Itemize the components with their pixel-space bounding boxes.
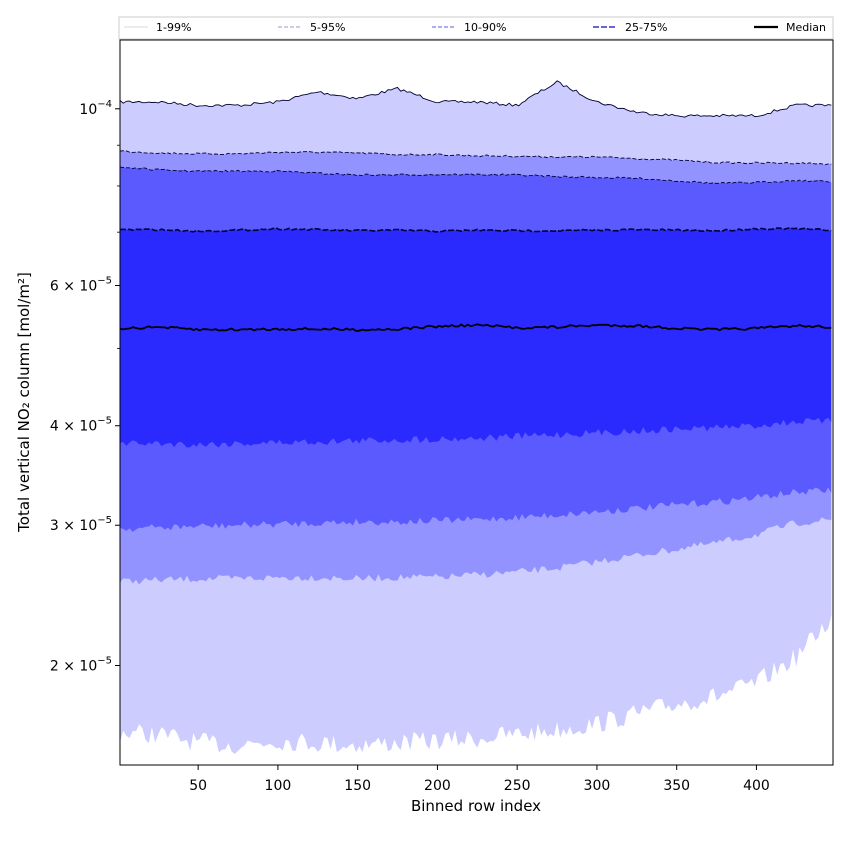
band-upper-line-5-95-	[120, 150, 832, 166]
legend-label-25-75-: 25-75%	[625, 21, 667, 34]
plot-frame	[119, 39, 834, 766]
x-tick-label-300: 300	[584, 778, 611, 794]
y-tick-label-2: 4 × 10−5	[50, 416, 112, 435]
x-tick-label-100: 100	[265, 778, 292, 794]
x-tick-label-400: 400	[743, 778, 770, 794]
percentile-bands	[120, 80, 832, 754]
x-axis-ticks: 50 100 150 200 250 300 350 400	[189, 765, 770, 794]
x-tick-label-150: 150	[344, 778, 371, 794]
y-axis-title: Total vertical NO₂ column [mol/m²]	[15, 272, 33, 533]
band-25-75-	[120, 227, 832, 448]
x-tick-label-350: 350	[663, 778, 690, 794]
median-line	[120, 323, 832, 332]
band-upper-line-10-90-	[120, 166, 832, 184]
y-tick-label-3: 6 × 10−5	[50, 275, 112, 294]
band-upper-line-25-75-	[120, 226, 832, 233]
x-tick-label-200: 200	[424, 778, 451, 794]
legend-label-1-99-: 1-99%	[156, 21, 191, 34]
legend-frame	[118, 16, 834, 40]
percentile-lines	[120, 80, 832, 332]
legend: 1-99% 5-95% 10-90% 25-75% Median	[118, 16, 834, 40]
y-axis-ticks: 2 × 10−5 3 × 10−5 4 × 10−5 6 × 10−5 10−4	[50, 99, 120, 674]
y-tick-label-0: 2 × 10−5	[50, 655, 112, 674]
x-tick-label-50: 50	[189, 778, 207, 794]
x-axis-title: Binned row index	[411, 797, 541, 815]
y-tick-label-4: 10−4	[79, 99, 112, 118]
legend-label-median: Median	[786, 21, 826, 34]
x-tick-label-250: 250	[504, 778, 531, 794]
legend-label-5-95-: 5-95%	[310, 21, 345, 34]
y-tick-label-1: 3 × 10−5	[50, 515, 112, 534]
legend-label-10-90-: 10-90%	[464, 21, 506, 34]
band-upper-line-1-99-	[120, 80, 832, 118]
